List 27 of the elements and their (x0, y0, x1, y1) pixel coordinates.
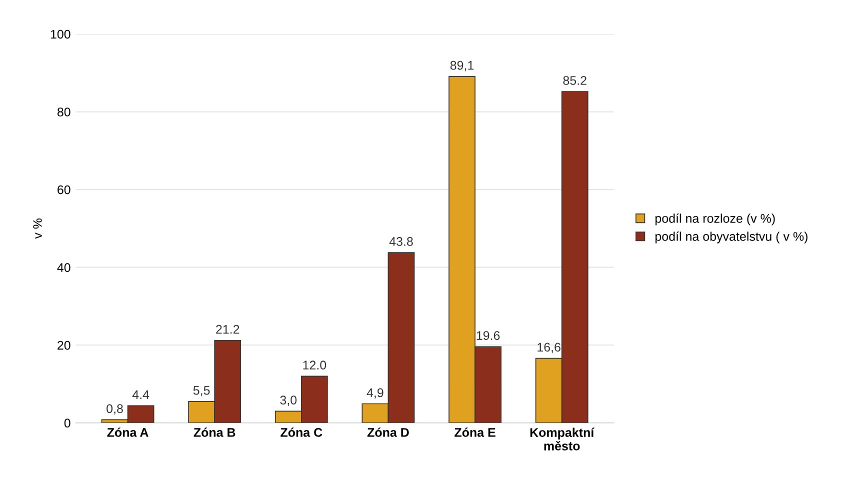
data-label: 12.0 (303, 360, 326, 370)
data-label: 0,8 (106, 404, 123, 415)
y-tick-label: 0 (64, 418, 70, 428)
data-label: 85.2 (563, 76, 586, 85)
data-label: 16,6 (538, 342, 560, 354)
data-label: 21.2 (216, 324, 240, 334)
y-tick-label: 20 (58, 340, 70, 350)
x-tick-label: Zóna E (454, 428, 496, 437)
legend-label: podíl na obyvatelstvu ( v %) (656, 232, 808, 244)
x-tick-label: Zóna A (107, 428, 148, 437)
data-label: 43.8 (389, 237, 413, 246)
x-tick-label: Zóna B (194, 428, 236, 437)
y-axis-title: v % (33, 218, 42, 239)
data-label: 3,0 (280, 396, 297, 406)
y-tick-label: 80 (57, 108, 70, 116)
data-label: 5,5 (193, 386, 210, 396)
y-tick-label: 40 (57, 263, 70, 272)
data-label: 4.4 (132, 390, 150, 399)
y-tick-label: 60 (58, 185, 70, 194)
x-tick-label: Kompaktní město (530, 428, 594, 450)
data-label: 19.6 (476, 331, 500, 340)
data-label: 4,9 (366, 388, 384, 399)
y-tick-label: 100 (50, 30, 70, 39)
x-tick-label: Zóna D (367, 428, 409, 437)
legend-label: podíl na rozloze (v %) (656, 213, 775, 226)
x-tick-label: Zóna C (280, 428, 322, 437)
data-label: 89,1 (450, 60, 474, 72)
